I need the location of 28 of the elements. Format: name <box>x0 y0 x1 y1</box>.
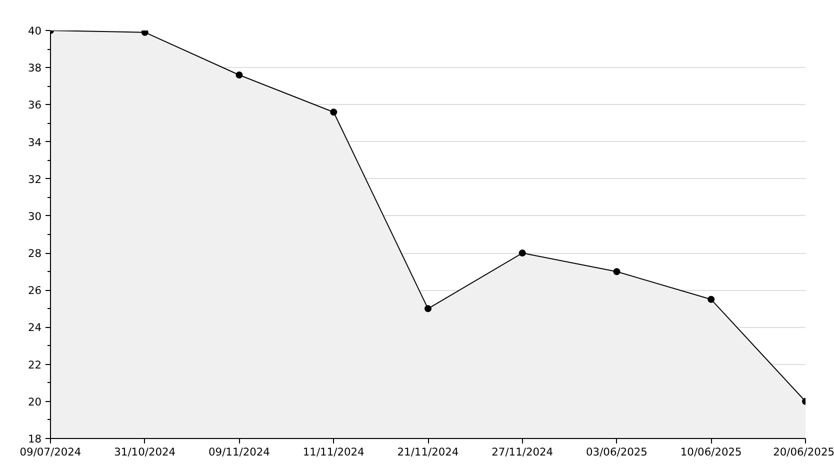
x-tick-label: 03/06/2025 <box>586 446 648 458</box>
point <box>141 30 148 36</box>
x-tick-label: 31/10/2024 <box>114 446 176 458</box>
y-tick-label: 32 <box>28 172 42 186</box>
x-tick-label: 09/07/2024 <box>20 446 82 458</box>
y-tick-label: 18 <box>28 432 42 446</box>
y-tick-label: 30 <box>28 210 42 223</box>
y-tick-label: 40 <box>28 24 42 38</box>
x-tick-label: 09/11/2024 <box>208 446 270 458</box>
y-tick-label: 34 <box>28 136 42 149</box>
x-tick-label: 21/11/2024 <box>397 446 459 458</box>
x-tick-label: 10/06/2025 <box>680 446 742 458</box>
y-tick-label: 28 <box>28 247 42 260</box>
y-tick-label: 22 <box>28 358 42 372</box>
x-tick-label: 11/11/2024 <box>302 446 365 458</box>
x-tick-label: 20/06/2025 <box>773 446 834 458</box>
y-tick-label: 36 <box>28 98 42 112</box>
point <box>708 296 715 303</box>
point <box>613 268 620 276</box>
y-tick-label: 38 <box>28 62 42 75</box>
point <box>424 305 432 312</box>
x-tick-label: 27/11/2024 <box>492 446 554 458</box>
point <box>330 108 338 116</box>
point <box>236 72 243 79</box>
point <box>518 250 526 257</box>
y-tick-label: 20 <box>28 395 42 408</box>
y-tick-label: 24 <box>28 321 42 334</box>
y-tick-label: 26 <box>28 284 42 298</box>
